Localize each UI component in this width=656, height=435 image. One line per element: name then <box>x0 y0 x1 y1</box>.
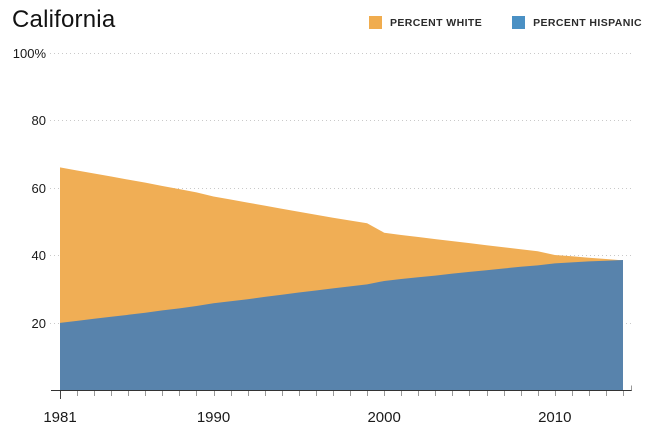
y-axis-label: 80 <box>32 113 46 128</box>
hispanic-area <box>60 260 623 391</box>
y-axis-label: 100% <box>13 46 47 61</box>
chart-title: California <box>12 6 116 33</box>
legend-swatch-hispanic-icon <box>512 16 526 29</box>
y-axis-label: 20 <box>32 316 46 331</box>
y-axis-label: 40 <box>32 248 46 263</box>
x-axis-label: 2010 <box>538 409 571 426</box>
x-axis-label: 1981 <box>43 409 76 426</box>
legend: PERCENT WHITE PERCENT HISPANIC <box>368 16 642 29</box>
legend-swatch-white-icon <box>368 16 382 29</box>
x-axis-label: 1990 <box>197 409 230 426</box>
legend-label-percent-hispanic: PERCENT HISPANIC <box>533 16 642 29</box>
legend-item-percent-white: PERCENT WHITE <box>368 16 483 29</box>
x-axis-label: 2000 <box>367 409 400 426</box>
legend-item-percent-hispanic: PERCENT HISPANIC <box>512 16 642 29</box>
chart-header: California PERCENT WHITE PERCENT HISPANI… <box>0 0 656 44</box>
y-axis-label: 60 <box>32 181 46 196</box>
legend-label-percent-white: PERCENT WHITE <box>389 16 483 29</box>
